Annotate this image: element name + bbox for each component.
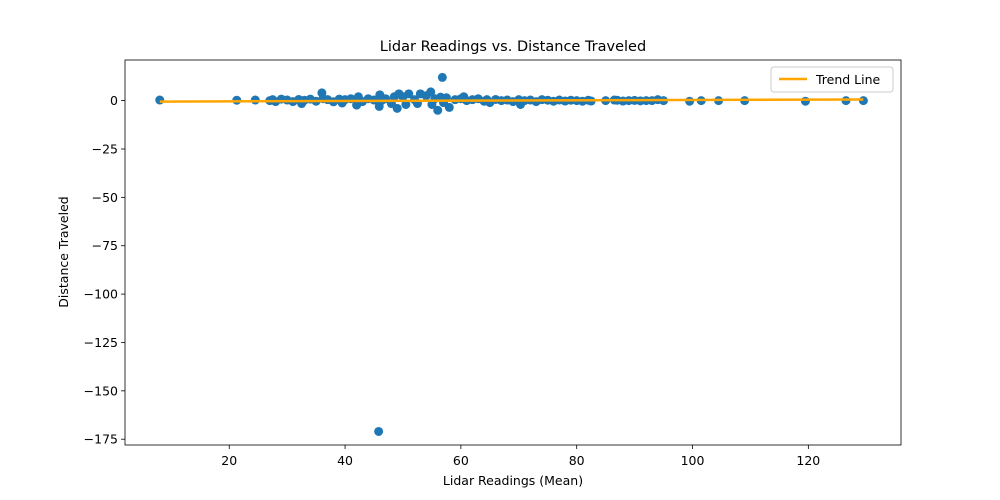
y-axis-ticks: 0 −25 −50 −75 −100 −125 −150 −175 <box>84 93 125 447</box>
y-tick-label: −175 <box>84 432 118 447</box>
scatter-point <box>155 95 165 105</box>
scatter-point <box>426 87 436 97</box>
scatter-points <box>155 72 868 436</box>
y-tick-label: −25 <box>92 141 118 156</box>
scatter-point <box>374 426 384 436</box>
x-tick-label: 80 <box>569 453 585 468</box>
legend-label-trend-line: Trend Line <box>815 72 881 87</box>
x-tick-label: 100 <box>681 453 705 468</box>
scatter-point <box>444 102 454 112</box>
y-tick-label: 0 <box>110 93 118 108</box>
y-tick-label: −150 <box>84 383 118 398</box>
scatter-point <box>433 105 443 115</box>
legend: Trend Line <box>770 66 894 93</box>
x-tick-label: 20 <box>221 453 237 468</box>
legend-box <box>770 66 894 93</box>
scatter-point <box>800 96 810 106</box>
x-axis-ticks: 20 40 60 80 100 120 <box>221 445 820 468</box>
trend-line-group <box>159 98 864 103</box>
chart-title: Lidar Readings vs. Distance Traveled <box>380 39 646 55</box>
scatter-point <box>401 99 411 109</box>
x-tick-label: 60 <box>453 453 469 468</box>
plot-frame <box>124 59 902 446</box>
x-tick-label: 120 <box>796 453 820 468</box>
scatter-point <box>392 103 402 113</box>
x-tick-label: 40 <box>337 453 353 468</box>
trend-line <box>159 98 864 103</box>
y-tick-label: −100 <box>84 287 118 302</box>
x-axis-label: Lidar Readings (Mean) <box>443 473 583 488</box>
y-tick-label: −50 <box>92 190 118 205</box>
scatter-point <box>404 89 414 99</box>
y-tick-label: −75 <box>92 238 118 253</box>
y-axis-label: Distance Traveled <box>56 196 71 307</box>
y-tick-label: −125 <box>84 335 118 350</box>
scatter-point <box>437 72 447 82</box>
